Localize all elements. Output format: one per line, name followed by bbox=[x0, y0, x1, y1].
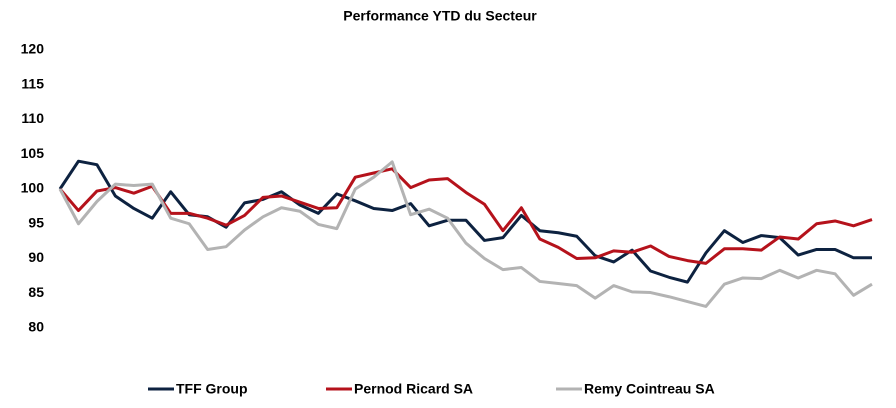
y-tick-label: 80 bbox=[28, 319, 44, 335]
y-tick-label: 105 bbox=[21, 145, 45, 161]
legend-label: Remy Cointreau SA bbox=[584, 381, 715, 397]
y-tick-label: 95 bbox=[28, 214, 44, 230]
y-tick-label: 115 bbox=[21, 75, 44, 91]
y-tick-label: 90 bbox=[28, 249, 44, 265]
y-tick-label: 110 bbox=[21, 110, 44, 126]
y-tick-label: 85 bbox=[28, 284, 44, 300]
legend-label: TFF Group bbox=[176, 381, 248, 397]
y-tick-label: 100 bbox=[21, 180, 45, 196]
y-tick-label: 120 bbox=[21, 41, 45, 57]
line-series bbox=[58, 160, 873, 308]
chart-title: Performance YTD du Secteur bbox=[343, 8, 537, 24]
legend-label: Pernod Ricard SA bbox=[354, 381, 473, 397]
line-series bbox=[58, 167, 873, 265]
